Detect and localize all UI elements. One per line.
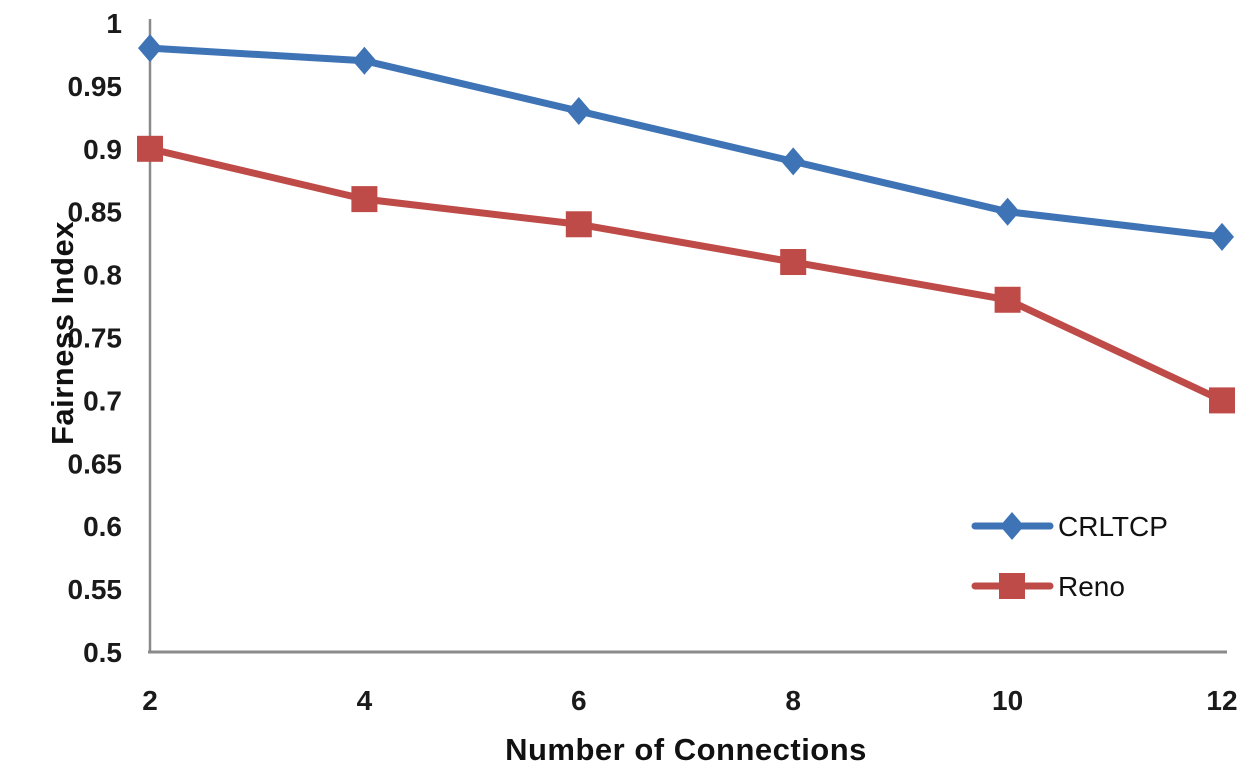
y-tick-label: 1 — [106, 8, 122, 39]
x-tick-label: 4 — [357, 685, 373, 716]
legend-reno-square-marker — [999, 573, 1025, 599]
y-tick-label: 0.65 — [68, 448, 123, 479]
series-reno-square-marker — [1209, 387, 1235, 414]
y-tick-label: 0.7 — [83, 385, 122, 416]
series-line-reno — [146, 145, 1226, 404]
series-crltcp-diamond-marker — [781, 147, 806, 176]
series-crltcp-diamond-marker — [352, 46, 377, 75]
y-tick-label: 0.85 — [68, 197, 123, 228]
series-reno-square-marker — [351, 186, 378, 213]
y-tick-label: 0.55 — [68, 574, 123, 605]
x-axis-title: Number of Connections — [505, 732, 867, 767]
legend-label-crltcp: CRLTCP — [1058, 511, 1168, 542]
y-tick-label: 0.6 — [83, 511, 122, 542]
series-crltcp-diamond-marker — [566, 97, 591, 126]
series-reno-square-marker — [780, 249, 807, 276]
series-crltcp-diamond-marker — [1210, 222, 1234, 251]
y-tick-label: 0.9 — [83, 134, 122, 165]
series-reno-square-marker — [137, 135, 163, 162]
x-tick-label: 10 — [992, 685, 1023, 716]
series-crltcp-diamond-marker — [138, 34, 162, 63]
y-tick-label: 0.5 — [83, 637, 122, 668]
y-axis-title: Fairness Index — [45, 220, 80, 446]
y-tick-label: 0.95 — [68, 71, 123, 102]
x-tick-label: 12 — [1206, 685, 1237, 716]
series-reno-square-marker — [994, 286, 1021, 313]
legend-label-reno: Reno — [1058, 571, 1125, 602]
y-tick-label: 0.75 — [68, 323, 123, 354]
x-tick-label: 6 — [571, 685, 587, 716]
x-tick-label: 2 — [142, 685, 158, 716]
series-line-crltcp — [146, 44, 1226, 241]
y-tick-label: 0.8 — [83, 260, 122, 291]
legend-crltcp-diamond-marker — [1000, 512, 1024, 540]
x-tick-label: 8 — [785, 685, 801, 716]
series-reno-square-marker — [565, 211, 592, 238]
series-crltcp-diamond-marker — [995, 197, 1020, 226]
